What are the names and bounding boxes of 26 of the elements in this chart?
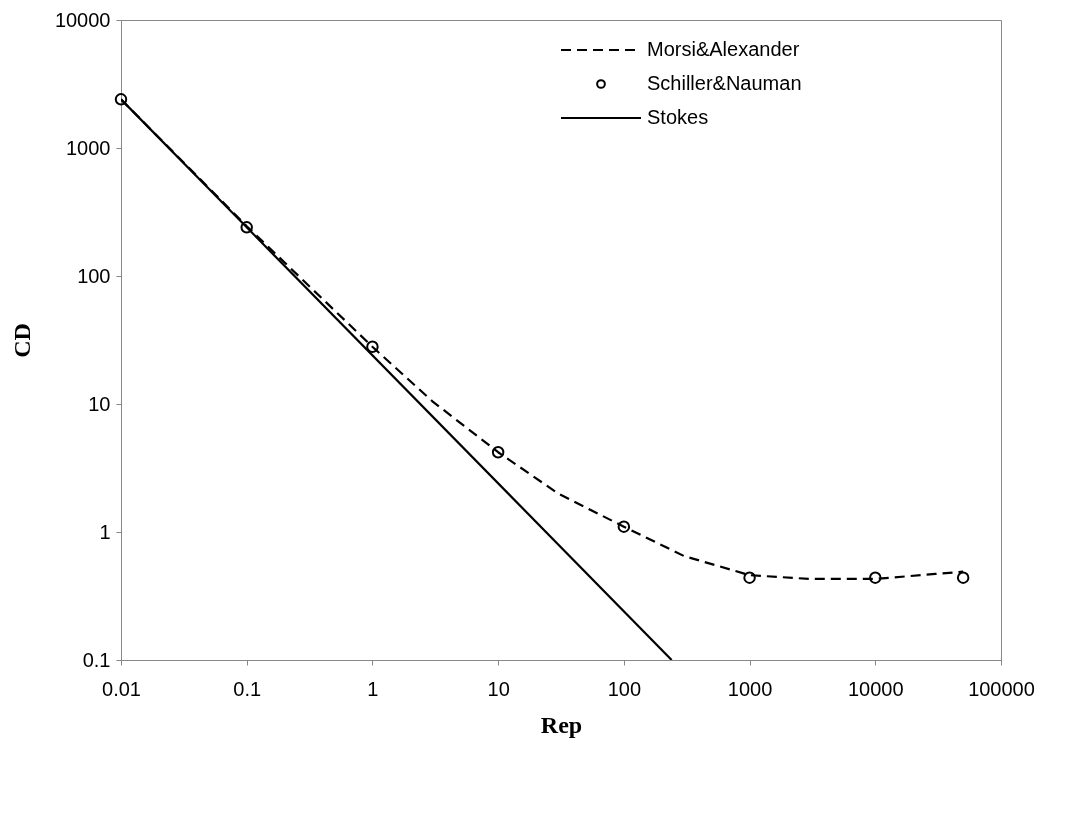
point bbox=[743, 571, 756, 584]
y-tick-label: 10 bbox=[88, 392, 111, 415]
y-tick-label: 10000 bbox=[54, 8, 111, 31]
y-axis-title: CD bbox=[8, 323, 35, 358]
legend-label: Morsi&Alexander bbox=[647, 38, 800, 60]
point bbox=[366, 340, 379, 353]
legend-label: Stokes bbox=[647, 106, 709, 128]
point bbox=[114, 93, 128, 106]
y-tick-label: 1000 bbox=[66, 136, 111, 159]
point bbox=[491, 445, 505, 459]
x-tick-label: 0.1 bbox=[233, 677, 262, 700]
x-tick-label: 0.01 bbox=[102, 677, 141, 700]
point bbox=[617, 520, 631, 533]
x-tick-label: 1 bbox=[367, 677, 379, 700]
legend-label: Schiller&Nauman bbox=[647, 72, 802, 94]
x-tick-label: 100000 bbox=[968, 677, 1035, 700]
y-tick-label: 1 bbox=[99, 520, 111, 543]
point bbox=[869, 571, 882, 584]
point bbox=[240, 221, 253, 234]
x-axis-title: Rep bbox=[540, 711, 583, 738]
y-tick-label: 100 bbox=[77, 264, 111, 287]
x-tick-label: 10 bbox=[487, 677, 510, 700]
x-tick-label: 100 bbox=[607, 677, 642, 700]
x-tick-label: 10000 bbox=[847, 677, 904, 700]
x-tick-label: 1000 bbox=[727, 677, 773, 700]
y-tick-label: 0.1 bbox=[82, 648, 111, 671]
